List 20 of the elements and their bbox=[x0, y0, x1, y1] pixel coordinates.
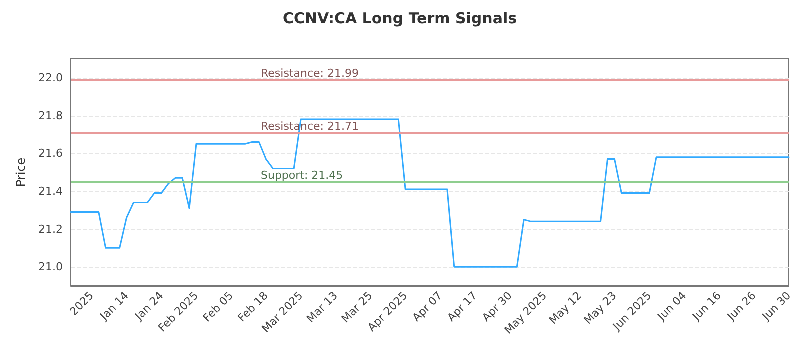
y-tick-label: 21.0 bbox=[38, 260, 63, 274]
x-tick-label: Mar 13 bbox=[304, 289, 340, 326]
x-tick-label: Jun 16 bbox=[689, 289, 724, 324]
x-tick-label: Apr 17 bbox=[444, 289, 480, 324]
y-tick-label: 21.2 bbox=[38, 222, 63, 236]
x-tick-label: Jun 26 bbox=[724, 289, 759, 324]
ref-line-label: Resistance: 21.99 bbox=[261, 66, 359, 80]
chart-title: CCNV:CA Long Term Signals bbox=[282, 10, 518, 28]
y-tick-label: 22.0 bbox=[38, 71, 63, 84]
y-tick-label: 21.6 bbox=[38, 147, 63, 160]
line-series bbox=[70, 118, 790, 268]
y-axis-title: Price bbox=[14, 158, 28, 188]
y-tick-label: 21.4 bbox=[38, 184, 63, 198]
x-tick-label: Feb 05 bbox=[200, 289, 236, 325]
y-tick-label: 21.8 bbox=[38, 109, 63, 122]
x-tick-label: Jun 30 bbox=[759, 289, 794, 324]
ref-line-label: Support: 21.45 bbox=[261, 168, 344, 182]
x-tick-label: Jun 04 bbox=[654, 289, 690, 324]
x-tick-label: Apr 07 bbox=[410, 289, 446, 324]
x-tick-label: Jan 14 bbox=[97, 289, 132, 324]
